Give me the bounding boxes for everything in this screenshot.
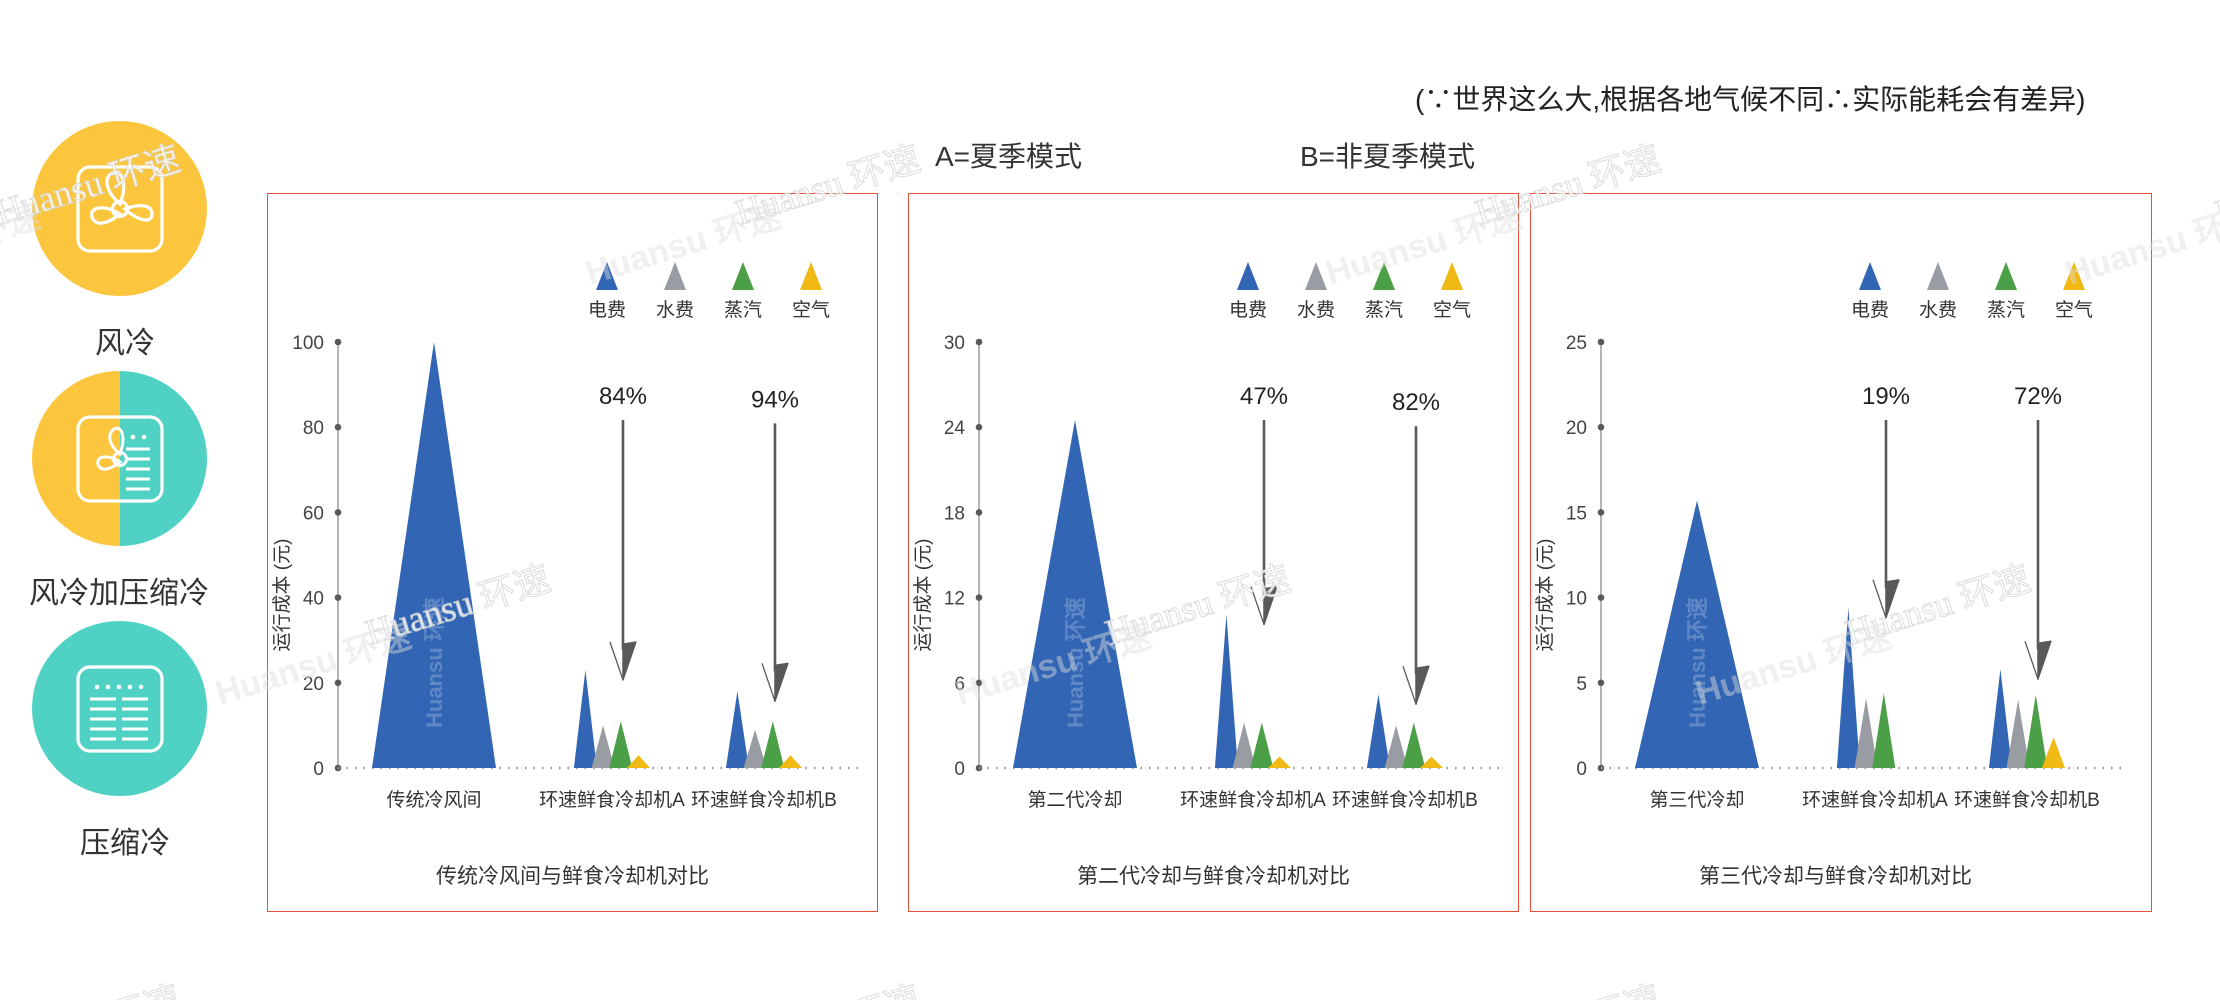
svg-text:0: 0: [1576, 759, 1587, 780]
svg-text:蒸汽: 蒸汽: [724, 299, 762, 321]
svg-text:第三代冷却: 第三代冷却: [1649, 789, 1744, 811]
svg-text:环速鲜食冷却机A: 环速鲜食冷却机A: [539, 789, 685, 811]
svg-text:环速鲜食冷却机B: 环速鲜食冷却机B: [1954, 789, 2100, 811]
svg-text:第二代冷却: 第二代冷却: [1027, 789, 1122, 811]
svg-text:Huansu 环速: Huansu 环速: [1063, 597, 1088, 728]
svg-text:60: 60: [303, 503, 324, 524]
svg-text:第三代冷却与鲜食冷却机对比: 第三代冷却与鲜食冷却机对比: [1699, 865, 1972, 888]
svg-text:0: 0: [313, 759, 324, 780]
svg-text:20: 20: [1566, 418, 1587, 439]
svg-text:Huansu 环速: Huansu 环速: [1685, 597, 1710, 728]
svg-text:环速鲜食冷却机A: 环速鲜食冷却机A: [1180, 789, 1326, 811]
svg-text:94%: 94%: [751, 386, 799, 413]
svg-text:10: 10: [1566, 589, 1587, 610]
svg-text:运行成本 (元): 运行成本 (元): [271, 539, 293, 652]
svg-text:19%: 19%: [1862, 383, 1910, 410]
svg-text:空气: 空气: [1433, 299, 1471, 321]
svg-text:传统冷风间: 传统冷风间: [386, 789, 481, 811]
svg-text:空气: 空气: [792, 299, 830, 321]
svg-text:Huansu 环速: Huansu 环速: [422, 597, 447, 728]
svg-text:82%: 82%: [1392, 389, 1440, 416]
svg-text:环速鲜食冷却机A: 环速鲜食冷却机A: [1802, 789, 1948, 811]
svg-text:84%: 84%: [599, 383, 647, 410]
svg-text:47%: 47%: [1240, 383, 1288, 410]
svg-text:30: 30: [944, 333, 965, 354]
svg-text:蒸汽: 蒸汽: [1987, 299, 2025, 321]
svg-text:6: 6: [954, 674, 965, 695]
svg-text:环速鲜食冷却机B: 环速鲜食冷却机B: [1332, 789, 1478, 811]
svg-text:第二代冷却与鲜食冷却机对比: 第二代冷却与鲜食冷却机对比: [1077, 865, 1350, 888]
svg-text:电费: 电费: [1229, 299, 1267, 321]
svg-text:12: 12: [944, 589, 965, 610]
svg-text:运行成本 (元): 运行成本 (元): [912, 539, 934, 652]
svg-text:水费: 水费: [1919, 299, 1957, 321]
svg-text:环速鲜食冷却机B: 环速鲜食冷却机B: [691, 789, 837, 811]
svg-text:运行成本 (元): 运行成本 (元): [1534, 539, 1556, 652]
svg-text:40: 40: [303, 589, 324, 610]
svg-text:传统冷风间与鲜食冷却机对比: 传统冷风间与鲜食冷却机对比: [436, 865, 709, 888]
svg-text:25: 25: [1566, 333, 1587, 354]
svg-text:18: 18: [944, 503, 965, 524]
svg-text:15: 15: [1566, 503, 1587, 524]
svg-text:蒸汽: 蒸汽: [1365, 299, 1403, 321]
svg-text:5: 5: [1576, 674, 1587, 695]
svg-text:20: 20: [303, 674, 324, 695]
svg-text:80: 80: [303, 418, 324, 439]
svg-text:0: 0: [954, 759, 965, 780]
svg-text:空气: 空气: [2055, 299, 2093, 321]
svg-text:电费: 电费: [1851, 299, 1889, 321]
svg-text:100: 100: [292, 333, 324, 354]
svg-text:水费: 水费: [1297, 299, 1335, 321]
svg-text:电费: 电费: [588, 299, 626, 321]
svg-text:24: 24: [944, 418, 966, 439]
svg-text:72%: 72%: [2014, 383, 2062, 410]
svg-text:水费: 水费: [656, 299, 694, 321]
